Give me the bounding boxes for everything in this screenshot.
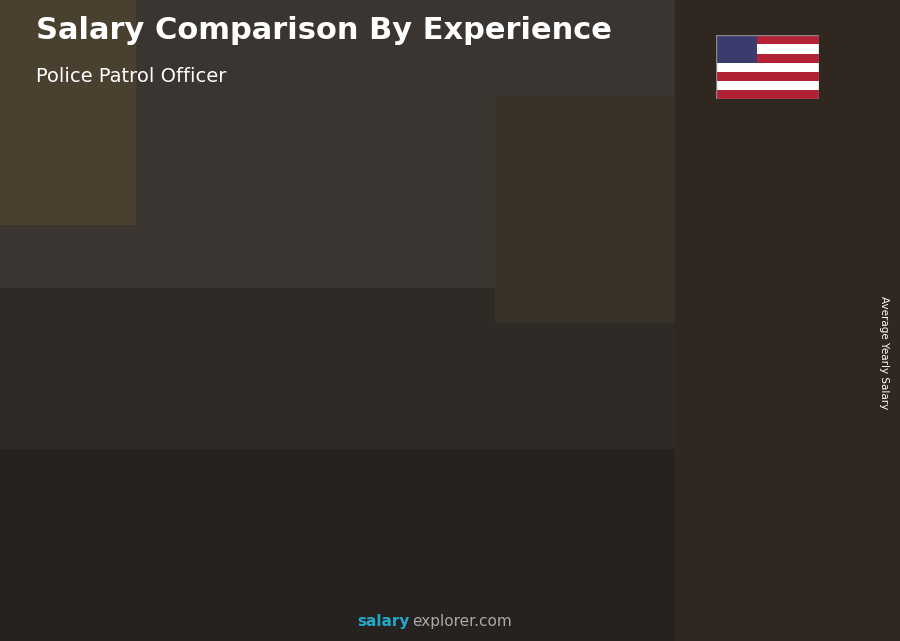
Bar <box>716 35 757 63</box>
Polygon shape <box>690 271 766 276</box>
Text: 38,500 USD: 38,500 USD <box>228 394 310 408</box>
Polygon shape <box>509 313 522 564</box>
Bar <box>716 81 819 90</box>
Text: 76,000 USD: 76,000 USD <box>716 252 798 265</box>
Text: Police Patrol Officer: Police Patrol Officer <box>36 67 227 87</box>
Polygon shape <box>324 354 400 360</box>
Bar <box>0 449 900 641</box>
Bar <box>690 276 753 564</box>
Bar <box>495 96 765 320</box>
Text: +8%: +8% <box>639 227 695 247</box>
Polygon shape <box>80 447 156 453</box>
Bar <box>202 418 266 564</box>
Text: 53,900 USD: 53,900 USD <box>344 335 426 349</box>
Polygon shape <box>266 413 277 564</box>
Bar <box>0 0 900 288</box>
Bar <box>0 0 135 224</box>
Bar <box>324 360 388 564</box>
Bar <box>716 44 819 54</box>
Bar <box>716 35 819 44</box>
Polygon shape <box>568 292 644 297</box>
Text: 64,800 USD: 64,800 USD <box>465 294 548 308</box>
Text: 29,500 USD: 29,500 USD <box>69 425 151 439</box>
Text: +9%: +9% <box>517 248 573 268</box>
Bar <box>80 453 143 564</box>
Polygon shape <box>446 313 522 319</box>
Text: salary: salary <box>357 615 410 629</box>
Polygon shape <box>202 413 277 418</box>
Bar <box>568 297 632 564</box>
Bar <box>446 319 509 564</box>
Bar <box>675 0 900 641</box>
Text: Salary Comparison By Experience: Salary Comparison By Experience <box>36 16 612 45</box>
Text: explorer.com: explorer.com <box>412 615 512 629</box>
Polygon shape <box>388 354 400 564</box>
Text: +20%: +20% <box>387 269 459 289</box>
Bar <box>0 288 900 449</box>
Text: Average Yearly Salary: Average Yearly Salary <box>878 296 889 409</box>
Text: 70,400 USD: 70,400 USD <box>588 273 670 287</box>
Bar <box>716 54 819 63</box>
Text: +40%: +40% <box>265 310 337 330</box>
Bar <box>716 72 819 81</box>
Bar <box>716 63 819 72</box>
Text: +31%: +31% <box>143 369 215 388</box>
Polygon shape <box>753 271 766 564</box>
Bar <box>716 90 819 99</box>
Polygon shape <box>143 447 156 564</box>
Polygon shape <box>632 292 644 564</box>
